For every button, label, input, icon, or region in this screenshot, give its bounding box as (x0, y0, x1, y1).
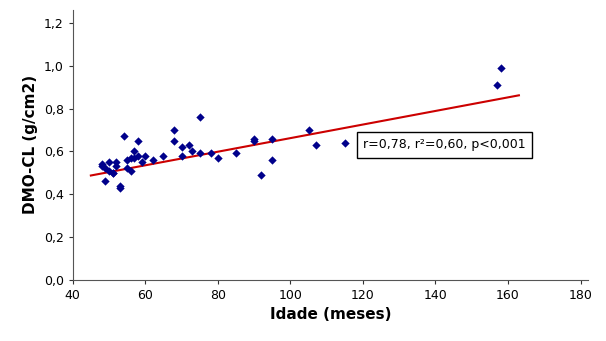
Point (205, 151, 215, 156)
Point (133, 138, 143, 143)
Point (104, 159, 114, 165)
Point (112, 164, 121, 169)
Point (188, 149, 198, 154)
Point (108, 170, 118, 176)
Point (101, 179, 110, 184)
Point (122, 157, 132, 163)
Point (304, 127, 313, 133)
Point (249, 136, 259, 141)
Point (148, 157, 158, 163)
Point (159, 153, 168, 158)
Point (170, 138, 179, 143)
Point (184, 142, 194, 148)
Point (195, 151, 205, 156)
Point (195, 114, 205, 120)
Point (137, 159, 147, 165)
Point (177, 153, 187, 158)
Point (115, 185, 125, 190)
Point (503, 140, 513, 146)
Point (112, 159, 121, 165)
Point (496, 65, 505, 71)
Point (97, 161, 107, 167)
Point (492, 82, 502, 88)
Point (115, 183, 125, 188)
Point (231, 151, 241, 156)
Point (126, 155, 136, 161)
Text: r=0,78, r²=0,60, p<0,001: r=0,78, r²=0,60, p<0,001 (363, 138, 525, 151)
Point (340, 140, 350, 146)
Point (267, 157, 277, 163)
Point (213, 155, 222, 161)
Point (311, 142, 321, 148)
X-axis label: Idade (meses): Idade (meses) (270, 307, 391, 322)
Point (130, 155, 139, 161)
Point (267, 136, 277, 141)
Point (104, 168, 114, 173)
Point (130, 149, 139, 154)
Point (177, 144, 187, 150)
Y-axis label: DMO-CL (g/cm2): DMO-CL (g/cm2) (23, 75, 38, 214)
Point (141, 153, 150, 158)
Point (119, 134, 128, 139)
Point (170, 127, 179, 133)
Point (133, 153, 143, 158)
Point (256, 172, 266, 178)
Point (122, 166, 132, 171)
Point (97, 164, 107, 169)
Point (249, 138, 259, 143)
Point (126, 168, 136, 173)
Point (101, 166, 110, 171)
Point (108, 170, 118, 176)
